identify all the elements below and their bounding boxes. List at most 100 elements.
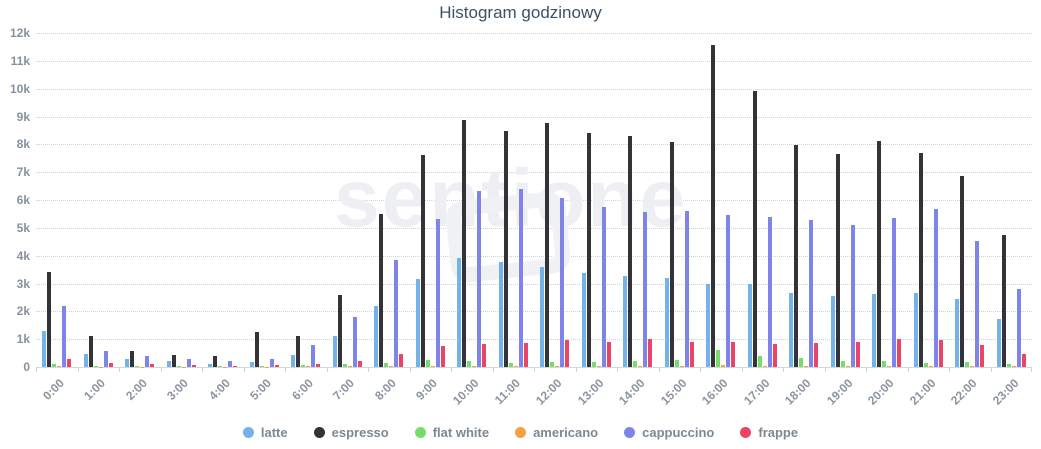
bar-espresso-0:00[interactable]: [47, 272, 52, 367]
bar-flat-white-13:00[interactable]: [591, 361, 596, 367]
bar-frappe-8:00[interactable]: [399, 354, 404, 367]
bar-cappuccino-7:00[interactable]: [352, 316, 357, 367]
bar-flat-white-4:00[interactable]: [218, 366, 223, 367]
bar-flat-white-11:00[interactable]: [508, 362, 513, 367]
bar-flat-white-15:00[interactable]: [674, 359, 679, 367]
bar-americano-9:00[interactable]: [430, 365, 435, 367]
bar-cappuccino-20:00[interactable]: [892, 218, 897, 367]
bar-cappuccino-12:00[interactable]: [560, 198, 565, 367]
bar-americano-7:00[interactable]: [347, 366, 352, 367]
bar-cappuccino-19:00[interactable]: [850, 224, 855, 367]
bar-americano-17:00[interactable]: [762, 365, 767, 367]
bar-latte-14:00[interactable]: [623, 275, 628, 367]
bar-latte-5:00[interactable]: [249, 362, 254, 367]
bar-espresso-4:00[interactable]: [213, 356, 218, 367]
bar-cappuccino-13:00[interactable]: [601, 206, 606, 367]
bar-latte-21:00[interactable]: [913, 292, 918, 367]
legend-item-americano[interactable]: americano: [515, 425, 598, 440]
bar-espresso-15:00[interactable]: [669, 142, 674, 367]
bar-espresso-22:00[interactable]: [960, 176, 965, 367]
bar-cappuccino-14:00[interactable]: [643, 211, 648, 367]
legend-item-frappe[interactable]: frappe: [740, 425, 798, 440]
bar-cappuccino-8:00[interactable]: [394, 259, 399, 367]
bar-frappe-0:00[interactable]: [67, 359, 72, 367]
bar-espresso-23:00[interactable]: [1001, 234, 1006, 367]
bar-latte-11:00[interactable]: [498, 262, 503, 367]
bar-latte-12:00[interactable]: [540, 267, 545, 367]
bar-cappuccino-1:00[interactable]: [103, 350, 108, 367]
bar-americano-11:00[interactable]: [513, 365, 518, 367]
bar-espresso-18:00[interactable]: [794, 144, 799, 367]
bar-cappuccino-6:00[interactable]: [311, 345, 316, 367]
bar-espresso-13:00[interactable]: [586, 132, 591, 367]
bar-cappuccino-9:00[interactable]: [435, 218, 440, 367]
bar-americano-13:00[interactable]: [596, 365, 601, 367]
bar-americano-23:00[interactable]: [1011, 366, 1016, 367]
bar-americano-0:00[interactable]: [57, 366, 62, 367]
bar-frappe-19:00[interactable]: [855, 342, 860, 367]
bar-flat-white-12:00[interactable]: [550, 362, 555, 367]
bar-cappuccino-21:00[interactable]: [933, 209, 938, 367]
bar-flat-white-16:00[interactable]: [716, 349, 721, 367]
bar-americano-20:00[interactable]: [887, 365, 892, 367]
bar-americano-22:00[interactable]: [970, 365, 975, 367]
bar-latte-17:00[interactable]: [747, 284, 752, 367]
bar-cappuccino-5:00[interactable]: [269, 358, 274, 367]
bar-flat-white-7:00[interactable]: [342, 363, 347, 367]
bar-espresso-7:00[interactable]: [337, 295, 342, 367]
bar-cappuccino-3:00[interactable]: [186, 358, 191, 367]
bar-frappe-15:00[interactable]: [689, 342, 694, 367]
bar-latte-6:00[interactable]: [291, 355, 296, 367]
bar-latte-10:00[interactable]: [457, 258, 462, 367]
bar-frappe-2:00[interactable]: [150, 364, 155, 367]
bar-latte-1:00[interactable]: [83, 354, 88, 367]
bar-cappuccino-10:00[interactable]: [477, 191, 482, 367]
bar-americano-19:00[interactable]: [845, 365, 850, 367]
bar-latte-2:00[interactable]: [125, 359, 130, 367]
bar-flat-white-21:00[interactable]: [923, 362, 928, 367]
bar-flat-white-0:00[interactable]: [52, 364, 57, 367]
bar-frappe-23:00[interactable]: [1021, 354, 1026, 367]
bar-americano-21:00[interactable]: [928, 365, 933, 367]
bar-cappuccino-17:00[interactable]: [767, 216, 772, 367]
bar-americano-12:00[interactable]: [555, 365, 560, 367]
bar-flat-white-1:00[interactable]: [93, 365, 98, 367]
bar-americano-6:00[interactable]: [306, 366, 311, 367]
bar-latte-8:00[interactable]: [374, 305, 379, 367]
bar-espresso-11:00[interactable]: [503, 130, 508, 367]
bar-americano-8:00[interactable]: [389, 365, 394, 367]
bar-frappe-4:00[interactable]: [233, 365, 238, 367]
bar-frappe-11:00[interactable]: [523, 342, 528, 367]
bar-frappe-18:00[interactable]: [814, 342, 819, 367]
bar-frappe-12:00[interactable]: [565, 340, 570, 367]
bar-frappe-20:00[interactable]: [897, 338, 902, 367]
bar-frappe-9:00[interactable]: [440, 346, 445, 367]
bar-latte-19:00[interactable]: [830, 296, 835, 367]
bar-flat-white-22:00[interactable]: [965, 361, 970, 367]
bar-latte-13:00[interactable]: [581, 273, 586, 367]
bar-flat-white-20:00[interactable]: [882, 361, 887, 367]
bar-flat-white-10:00[interactable]: [467, 361, 472, 367]
bar-espresso-16:00[interactable]: [711, 44, 716, 367]
bar-frappe-21:00[interactable]: [938, 340, 943, 367]
bar-latte-7:00[interactable]: [332, 336, 337, 367]
bar-cappuccino-4:00[interactable]: [228, 361, 233, 367]
bar-frappe-6:00[interactable]: [316, 363, 321, 367]
legend-item-latte[interactable]: latte: [242, 425, 288, 440]
bar-frappe-1:00[interactable]: [108, 362, 113, 367]
bar-cappuccino-2:00[interactable]: [145, 355, 150, 367]
bar-americano-15:00[interactable]: [679, 365, 684, 367]
bar-frappe-7:00[interactable]: [357, 360, 362, 367]
bar-espresso-19:00[interactable]: [835, 154, 840, 367]
bar-flat-white-5:00[interactable]: [259, 365, 264, 367]
bar-espresso-5:00[interactable]: [254, 332, 259, 367]
bar-flat-white-8:00[interactable]: [384, 362, 389, 367]
bar-cappuccino-16:00[interactable]: [726, 215, 731, 367]
bar-espresso-17:00[interactable]: [752, 91, 757, 367]
bar-espresso-10:00[interactable]: [462, 120, 467, 367]
bar-americano-18:00[interactable]: [804, 365, 809, 367]
bar-flat-white-19:00[interactable]: [840, 361, 845, 367]
bar-frappe-13:00[interactable]: [606, 341, 611, 367]
bar-espresso-6:00[interactable]: [296, 336, 301, 367]
bar-frappe-14:00[interactable]: [648, 339, 653, 367]
